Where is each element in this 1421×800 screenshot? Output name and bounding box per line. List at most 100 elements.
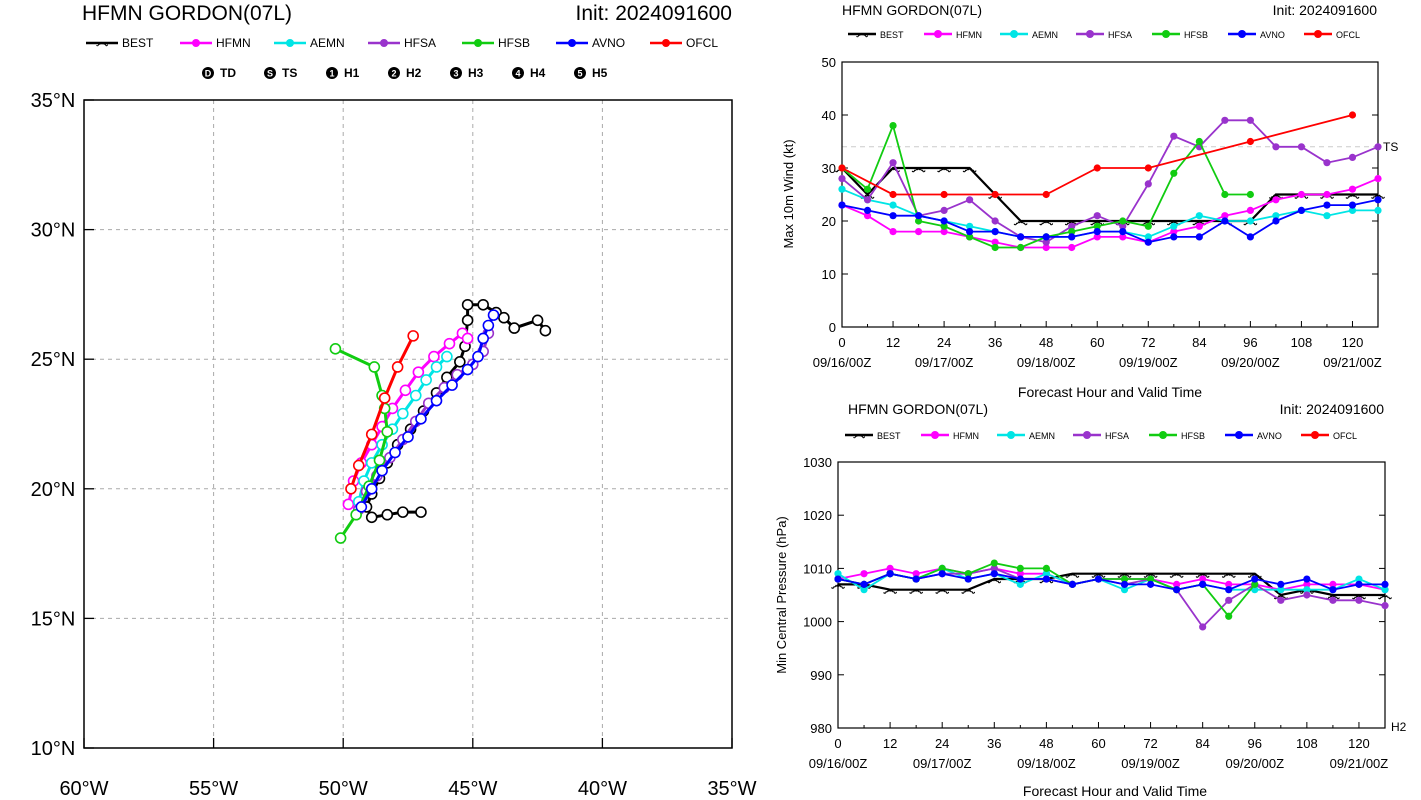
track-point [420,374,432,386]
data-point [1173,586,1181,594]
track-series [329,298,552,544]
intensity-symbol-ts [264,67,276,79]
data-point [1251,575,1259,583]
data-point [1225,612,1233,620]
lon-tick-label: 55°W [189,778,238,800]
track-series-avno [355,309,500,513]
best-track-marker: ෴ [1378,587,1392,604]
intensity-label-h3: H3 [468,66,484,80]
lat-tick-label: 10°N [31,738,76,760]
data-point [1374,206,1382,214]
track-point [329,343,342,355]
wind-legend: ෴ BEST HFMN AEMN HFSA HFSB AVNO OFCL [848,26,1360,41]
intensity-symbol-h3 [450,67,462,79]
track-point [365,428,378,441]
data-point [1119,222,1127,230]
lat-tick-label: 20°N [31,479,76,501]
legend-marker-aemn [1010,30,1018,38]
data-point [1042,564,1050,573]
x-tick-label: 96 [1248,736,1262,751]
data-point [1381,602,1389,610]
data-point [940,222,948,230]
track-point [342,498,355,511]
lon-tick-label: 35°W [707,778,756,800]
wind-series: ෴෴෴෴෴෴෴෴෴෴෴෴෴෴෴෴෴෴෴෴෴෴ [835,111,1385,252]
track-point [441,350,453,363]
track-point [399,384,412,397]
best-track-marker: ෴ [961,582,975,599]
data-point [886,570,894,578]
legend-label-hfmn: HFMN [953,431,979,441]
track-point [446,379,458,391]
lon-tick-label: 60°W [59,778,108,800]
pressure-axis-ticks: 980 990 1000 1010 1020 1030 0 12 24 36 48 60 72 84 96 1… [803,455,1388,771]
legend-label-aemn: AEMN [1029,431,1055,441]
data-point [1146,575,1155,583]
y-tick-label: 50 [822,55,836,70]
track-point [389,446,401,459]
legend-marker-avno [1238,30,1246,38]
legend-marker-hfmn [934,30,942,38]
intensity-label-h5: H5 [592,66,608,80]
x-tick-label: 72 [1141,335,1155,350]
series-line-hfmn [841,177,1379,249]
data-point [1093,233,1101,241]
data-point [838,201,846,209]
x-tick-label: 24 [935,736,949,751]
intensity-glyph: 1 [329,69,334,79]
data-point [834,575,842,583]
wind-ts-label: TS [1383,140,1398,154]
track-point [415,506,427,518]
y-tick-label: 980 [810,721,832,736]
legend-label-ofcl: OFCL [1336,30,1360,40]
track-point [407,330,419,342]
x-tick-label: 96 [1243,335,1257,350]
data-point [1251,580,1259,588]
data-point [1374,196,1382,204]
legend-label-aemn: AEMN [310,36,345,50]
data-point [1199,623,1207,631]
data-point [914,212,923,220]
series-line-ofcl [841,114,1353,196]
lat-tick-label: 15°N [31,608,76,630]
track-point [373,454,386,467]
x-tick-label: 108 [1291,335,1313,350]
data-point [1348,185,1357,193]
x-tick-label: 48 [1039,335,1053,350]
data-point [1017,243,1025,252]
data-point [863,212,872,220]
track-point [391,361,404,373]
pressure-init: Init: 2024091600 [1280,401,1385,417]
data-point [1094,575,1103,583]
track-point [508,322,521,334]
intensity-glyph: S [267,69,273,79]
data-point [1016,570,1024,578]
track-point [345,482,357,495]
series-line-avno [841,198,1379,244]
track-point [412,366,425,378]
track-series-ofcl [345,330,419,495]
legend-marker-hfsb [1159,431,1167,439]
legend-label-best: BEST [122,36,154,50]
data-point [1323,212,1331,220]
data-point [838,164,846,172]
intensity-symbol-h2 [388,67,400,79]
legend-marker-hfmn [192,39,200,47]
track-point [365,482,378,495]
data-point [1144,164,1152,172]
data-point [1016,564,1024,573]
data-point [860,580,868,588]
data-point [889,190,897,199]
data-point [1042,575,1050,583]
data-point [1221,190,1229,199]
x-tick-label: 36 [987,736,1001,751]
wind-axis-ticks: 0 10 20 30 40 50 0 12 24 36 48 60 72 84 96 108 120 09/16/… [813,55,1382,370]
y-tick-label: 1010 [803,561,832,576]
intensity-legend: D TD S TS 1 H1 2 H2 3 H3 4 H4 5 H5 [202,66,608,80]
legend-label-hfsb: HFSB [498,36,530,50]
series-ofcl [838,111,1357,199]
best-track-marker: ෴ [911,160,925,177]
data-point [938,564,946,573]
intensity-label-td: TD [220,66,236,80]
data-point [1068,580,1077,588]
